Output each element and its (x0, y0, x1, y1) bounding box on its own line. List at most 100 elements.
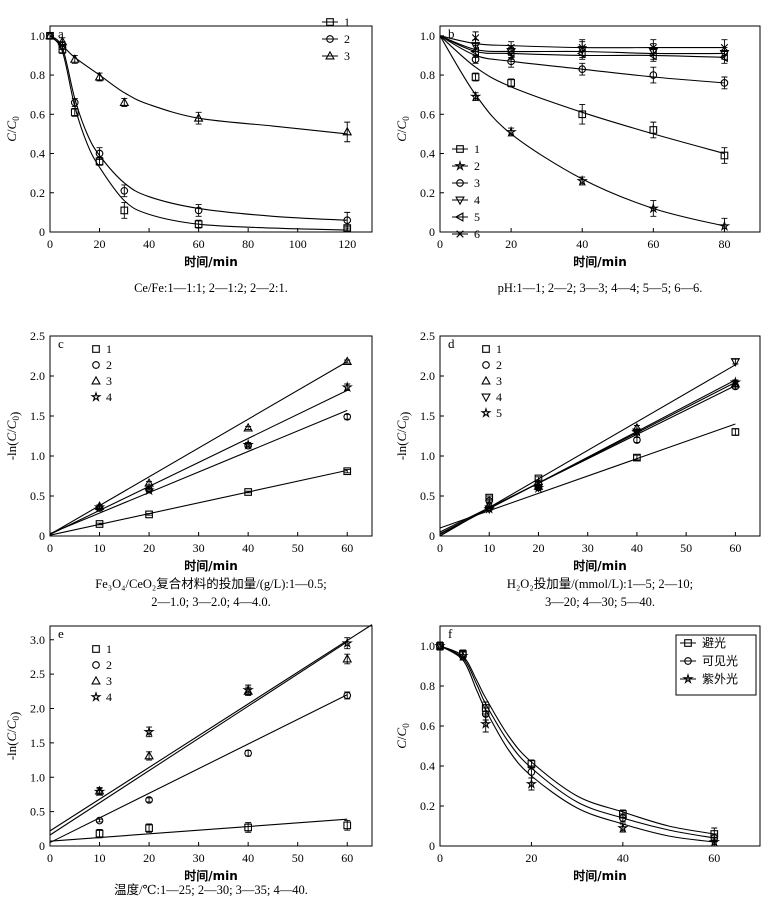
data-point (93, 785, 106, 797)
series-d-5 (439, 376, 742, 535)
legend-label: 3 (106, 374, 112, 388)
y-tick-label: 2.5 (420, 329, 435, 343)
legend-label: 可见光 (702, 654, 738, 668)
legend-label: 2 (106, 658, 112, 672)
y-tick-label: 0.5 (30, 805, 45, 819)
series-line (439, 645, 715, 843)
x-axis-title: 时间/min (573, 558, 627, 573)
plot-frame (439, 335, 761, 537)
legend-label: 2 (344, 32, 350, 46)
panel-letter: d (448, 336, 455, 351)
data-point (45, 30, 55, 40)
x-axis-title: 时间/min (184, 254, 238, 269)
error-bar (344, 413, 351, 420)
legend-marker (482, 361, 490, 369)
data-point (532, 481, 545, 493)
data-point (457, 649, 469, 661)
error-bar (633, 454, 640, 461)
error-bar (71, 107, 78, 117)
y-tick-label: 0.2 (420, 799, 435, 813)
series-line (49, 361, 348, 535)
legend-marker (482, 345, 490, 353)
x-tick-label: 20 (143, 541, 155, 555)
legend-label: 4 (496, 390, 502, 404)
data-point (479, 717, 492, 729)
x-tick-label: 0 (47, 851, 53, 865)
y-axis-title: C/C0 (394, 723, 411, 749)
data-point (578, 110, 587, 119)
legend-marker (90, 390, 102, 402)
legend-label: 3 (474, 176, 480, 190)
data-point (342, 653, 353, 663)
data-point (70, 98, 79, 107)
plot-frame (49, 625, 373, 847)
legend-marker (325, 50, 335, 60)
y-tick-label: 1.0 (420, 29, 435, 43)
panel-caption: 2—1.0; 3—2.0; 4—4.0. (151, 595, 270, 609)
series-c-4 (49, 381, 353, 535)
error-bar (619, 813, 626, 823)
error-bar (721, 76, 728, 90)
error-bar (71, 98, 78, 107)
error-bar (344, 211, 351, 229)
x-tick-label: 100 (289, 237, 307, 251)
y-tick-label: 3.0 (30, 633, 45, 647)
plot-frame (49, 335, 373, 537)
y-tick-label: 0.4 (420, 147, 435, 161)
series-line (49, 389, 348, 535)
y-tick-label: 1.0 (30, 29, 45, 43)
error-bar (472, 45, 479, 58)
data-point (649, 43, 658, 52)
data-point (343, 691, 352, 700)
panel-caption: Ce/Fe:1—1:1; 2—1:2; 2—2:1. (134, 281, 288, 295)
x-tick-label: 30 (193, 851, 205, 865)
legend-marker (682, 672, 694, 684)
x-tick-label: 0 (437, 237, 443, 251)
data-point (120, 186, 129, 195)
legend: 1 2 3 4 (90, 342, 112, 404)
error-bar (579, 104, 586, 125)
data-point (720, 79, 729, 87)
y-tick-label: 0.2 (30, 186, 45, 200)
legend-label: 1 (106, 342, 112, 356)
y-tick-label: 0 (429, 529, 435, 543)
series-e-2 (49, 691, 352, 844)
series-f-3 (434, 639, 721, 847)
data-point (342, 356, 353, 366)
x-tick-label: 20 (505, 237, 517, 251)
data-point (729, 376, 742, 388)
legend-marker (92, 345, 100, 353)
series-f-1 (436, 641, 719, 841)
error-bar (508, 78, 515, 88)
legend: 1 2 3 4 5 (480, 342, 502, 420)
legend-marker (326, 35, 334, 43)
data-point (525, 777, 538, 789)
data-point (471, 73, 480, 81)
data-point (619, 814, 627, 822)
legend-marker (684, 639, 692, 647)
y-tick-label: 0.4 (30, 147, 45, 161)
error-bar (96, 147, 103, 160)
error-bar (96, 522, 103, 526)
data-point (95, 520, 104, 528)
legend-label: 4 (474, 193, 480, 207)
plot-frame (439, 625, 761, 847)
data-point (343, 412, 352, 421)
plot-frame (49, 25, 373, 233)
x-tick-label: 40 (242, 541, 254, 555)
legend-marker (456, 145, 464, 153)
panel-letter: b (448, 26, 455, 41)
legend-marker (92, 645, 100, 653)
x-tick-label: 60 (729, 541, 741, 555)
y-tick-label: 0.5 (30, 489, 45, 503)
data-point (507, 79, 515, 87)
x-tick-label: 0 (47, 541, 53, 555)
y-tick-label: 0.8 (420, 679, 435, 693)
x-tick-label: 10 (94, 851, 106, 865)
legend-label: 1 (106, 642, 112, 656)
legend-marker (326, 18, 334, 26)
data-point (93, 501, 106, 513)
x-axis-title: 时间/min (573, 868, 627, 883)
y-tick-label: 2.5 (30, 667, 45, 681)
panel-caption: 3—20; 4—30; 5—40. (545, 595, 655, 609)
